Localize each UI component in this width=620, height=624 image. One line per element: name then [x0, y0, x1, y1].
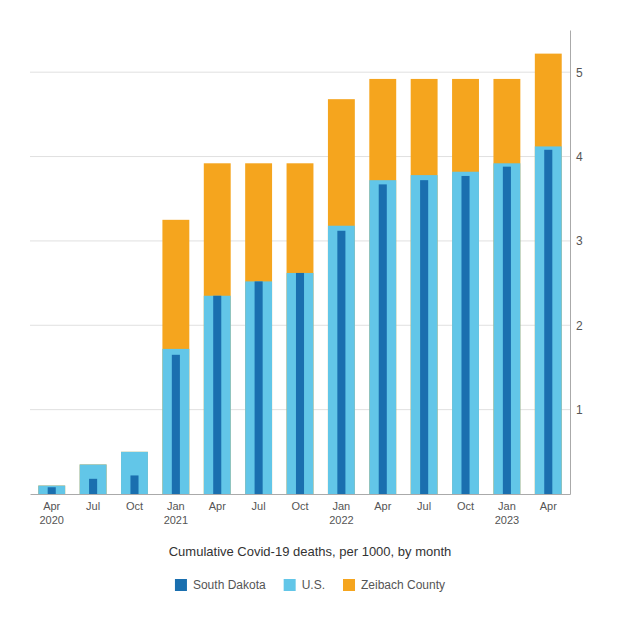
bars — [38, 54, 561, 494]
bar — [287, 273, 314, 494]
bar — [162, 349, 189, 494]
x-tick-label: Apr2020 — [39, 500, 63, 526]
x-tick-label: Apr — [540, 500, 557, 512]
y-tick: 1 — [570, 403, 583, 417]
bar — [535, 146, 562, 494]
bar — [535, 54, 562, 494]
y-tick-label: 5 — [576, 66, 583, 80]
y-tick: 4 — [570, 150, 583, 164]
legend-item: U.S. — [284, 578, 325, 592]
legend-swatch — [284, 579, 296, 591]
x-axis: Apr2020 Jul Oct Jan2021 Apr Jul Oct Jan2022 Apr J… — [31, 494, 571, 526]
bar — [130, 475, 138, 494]
y-tick-label: 3 — [576, 234, 583, 248]
bar — [296, 273, 304, 494]
chart-title: Cumulative Covid-19 deaths, per 1000, by… — [169, 544, 452, 559]
bar — [379, 184, 387, 494]
legend-item: Zeibach County — [343, 578, 445, 592]
bar — [369, 79, 396, 494]
x-tick: Jan2023 — [495, 494, 519, 526]
legend: South Dakota U.S. Zeibach County — [175, 578, 445, 592]
bar — [204, 163, 231, 494]
x-tick: Jan2021 — [164, 494, 188, 526]
bar — [461, 176, 469, 494]
bar — [411, 175, 438, 494]
bar — [38, 486, 65, 494]
bar — [121, 452, 148, 494]
legend-label: U.S. — [302, 578, 325, 592]
bar — [544, 150, 552, 494]
bar — [245, 281, 272, 494]
bar — [420, 180, 428, 494]
y-tick-label: 2 — [576, 319, 583, 333]
x-tick: Apr — [209, 494, 226, 512]
x-tick: Oct — [126, 494, 143, 512]
grid-line — [30, 72, 570, 73]
x-tick: Apr2020 — [39, 494, 63, 526]
grid-line — [30, 156, 570, 157]
y-tick-label: 4 — [576, 150, 583, 164]
bar — [337, 231, 345, 494]
x-tick-label: Oct — [457, 500, 474, 512]
y-axis: 1 2 3 4 5 — [570, 31, 583, 495]
bar — [245, 163, 272, 494]
chart-svg: Apr2020 Jul Oct Jan2021 Apr Jul Oct Jan2022 Apr J… — [0, 0, 620, 624]
bar — [411, 79, 438, 494]
legend-label: Zeibach County — [361, 578, 445, 592]
x-tick: Jul — [417, 494, 431, 512]
x-tick-label: Jan2023 — [495, 500, 519, 526]
bar — [48, 487, 56, 494]
bar — [328, 226, 355, 494]
bar — [503, 167, 511, 494]
x-tick: Oct — [291, 494, 308, 512]
y-tick-label: 1 — [576, 403, 583, 417]
bar — [493, 163, 520, 494]
x-tick: Apr — [540, 494, 557, 512]
bar — [204, 296, 231, 494]
x-tick-label: Apr — [374, 500, 391, 512]
legend-swatch — [343, 579, 355, 591]
y-tick: 2 — [570, 319, 583, 333]
bar — [452, 172, 479, 494]
bar — [287, 163, 314, 494]
x-tick: Jul — [252, 494, 266, 512]
y-tick: 5 — [570, 66, 583, 80]
x-tick-label: Jan2022 — [329, 500, 353, 526]
bar — [38, 486, 65, 494]
y-tick: 3 — [570, 234, 583, 248]
x-tick-label: Apr — [209, 500, 226, 512]
legend-item: South Dakota — [175, 578, 266, 592]
x-tick-label: Jul — [252, 500, 266, 512]
x-tick-label: Oct — [291, 500, 308, 512]
x-tick-label: Jul — [417, 500, 431, 512]
bar — [80, 464, 107, 494]
x-tick: Oct — [457, 494, 474, 512]
bar — [89, 479, 97, 494]
bar — [213, 296, 221, 494]
bar — [80, 464, 107, 494]
bar — [328, 99, 355, 494]
x-tick: Jan2022 — [329, 494, 353, 526]
legend-label: South Dakota — [193, 578, 266, 592]
bar — [172, 355, 180, 494]
x-tick-label: Jul — [86, 500, 100, 512]
x-axis-line — [31, 494, 571, 495]
x-tick-label: Oct — [126, 500, 143, 512]
x-tick: Jul — [86, 494, 100, 512]
bar — [452, 79, 479, 494]
x-tick-label: Jan2021 — [164, 500, 188, 526]
bar — [369, 180, 396, 494]
y-axis-line — [570, 31, 571, 495]
bar — [255, 281, 263, 494]
bar — [162, 220, 189, 494]
plot-area: Apr2020 Jul Oct Jan2021 Apr Jul Oct Jan2022 Apr J… — [30, 31, 583, 527]
legend-swatch — [175, 579, 187, 591]
bar — [493, 79, 520, 494]
bar — [121, 452, 148, 494]
x-tick: Apr — [374, 494, 391, 512]
